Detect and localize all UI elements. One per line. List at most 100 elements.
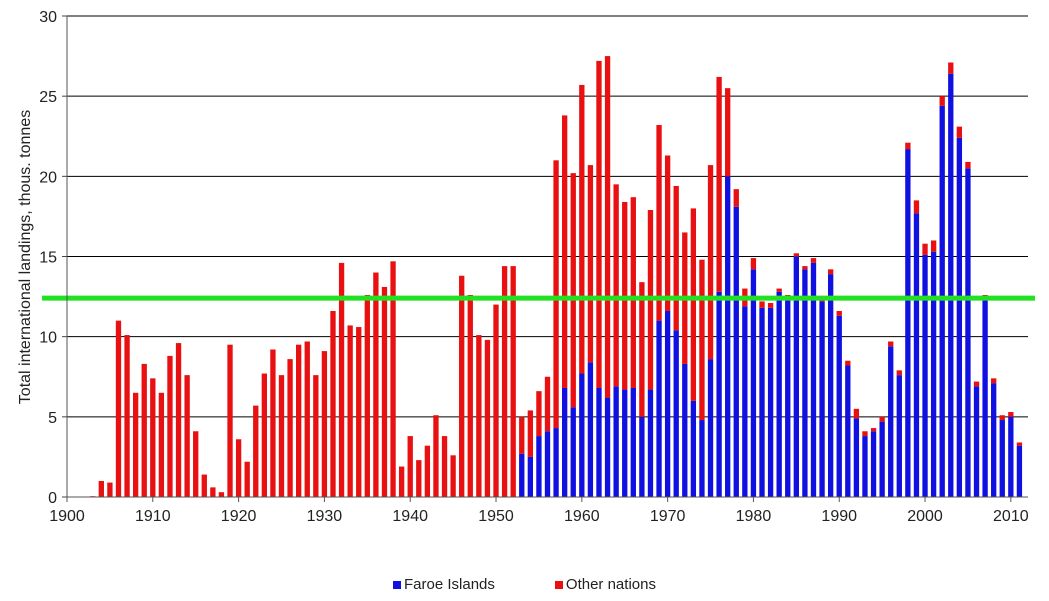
- bar-other-1939: [398, 466, 405, 497]
- bar-faroe-1976: [716, 291, 722, 497]
- bar-other-2000: [922, 243, 928, 255]
- x-tick-label-1970: 1970: [650, 508, 686, 525]
- bar-other-1989: [827, 269, 834, 275]
- bar-other-1924: [270, 349, 276, 497]
- bar-other-1980: [750, 258, 757, 270]
- bar-other-1927: [296, 344, 302, 497]
- bar-other-1963: [604, 56, 611, 398]
- bar-other-2002: [939, 96, 945, 106]
- bar-other-1928: [304, 341, 310, 497]
- bar-other-1943: [433, 415, 439, 497]
- bar-other-2004: [956, 126, 963, 138]
- bar-other-1986: [802, 266, 808, 270]
- bar-faroe-1995: [879, 421, 885, 497]
- bar-other-1962: [596, 60, 602, 388]
- legend: Faroe Islands Other nations: [0, 576, 1049, 593]
- bar-other-1995: [879, 416, 885, 422]
- bar-faroe-1980: [750, 269, 757, 497]
- bar-other-1969: [656, 125, 662, 321]
- bar-other-1929: [313, 375, 319, 497]
- bar-other-1957: [553, 160, 559, 429]
- bar-other-1938: [390, 261, 396, 497]
- y-tick-label-10: 10: [39, 330, 57, 347]
- bar-faroe-1981: [759, 307, 765, 497]
- bar-other-1975: [707, 165, 714, 360]
- bar-other-1944: [441, 436, 448, 497]
- bar-other-1919: [227, 344, 233, 497]
- x-tick-label-2010: 2010: [993, 508, 1029, 525]
- y-tick-label-0: 0: [48, 490, 57, 507]
- bar-other-1970: [664, 155, 671, 312]
- bar-other-1997: [896, 370, 902, 376]
- y-axis-label: Total international landings, thous. ton…: [17, 110, 34, 404]
- bar-faroe-2003: [948, 73, 954, 497]
- bar-other-1973: [690, 208, 697, 401]
- bar-other-1951: [501, 266, 508, 497]
- bar-faroe-1966: [630, 387, 636, 497]
- bar-faroe-1996: [888, 346, 894, 497]
- bar-faroe-1963: [604, 397, 611, 497]
- bar-other-1907: [124, 335, 130, 497]
- bar-other-1952: [510, 266, 516, 497]
- legend-item-other: Other nations: [554, 576, 656, 593]
- bar-faroe-1957: [553, 428, 559, 497]
- bars: [90, 56, 1023, 498]
- bar-faroe-1979: [742, 306, 748, 497]
- bar-faroe-1992: [853, 418, 860, 497]
- bar-other-1966: [630, 197, 636, 388]
- bar-other-1983: [776, 288, 782, 292]
- bar-faroe-1987: [810, 262, 817, 497]
- bar-faroe-1969: [656, 320, 662, 497]
- bar-other-1964: [613, 184, 619, 387]
- bar-faroe-1953: [519, 453, 525, 497]
- x-tick-label-1990: 1990: [821, 508, 857, 525]
- bar-faroe-1962: [596, 387, 602, 497]
- bar-faroe-2004: [956, 137, 963, 497]
- bar-other-1978: [733, 189, 739, 207]
- bar-other-1985: [793, 253, 799, 257]
- bar-faroe-1958: [562, 387, 568, 497]
- bar-other-1974: [699, 259, 705, 421]
- bar-faroe-1970: [664, 311, 671, 497]
- bar-faroe-1985: [793, 256, 799, 497]
- bar-other-1921: [244, 461, 250, 497]
- bar-other-1935: [364, 294, 370, 497]
- bar-other-1987: [810, 258, 817, 263]
- x-tick-label-1950: 1950: [478, 508, 514, 525]
- bar-other-1906: [115, 320, 122, 497]
- bar-faroe-1975: [707, 359, 714, 497]
- bar-other-1961: [587, 165, 594, 363]
- bar-other-1950: [493, 304, 499, 497]
- bar-other-2009: [999, 415, 1005, 421]
- bar-other-1993: [862, 431, 868, 437]
- bar-faroe-1994: [870, 431, 877, 497]
- y-tick-labels: 0 5 10 15 20 25 30: [39, 9, 57, 507]
- bar-faroe-1997: [896, 375, 902, 497]
- bar-faroe-1984: [785, 298, 791, 497]
- bar-faroe-1960: [579, 373, 585, 497]
- bar-other-1991: [845, 360, 851, 366]
- bar-other-1931: [330, 311, 336, 497]
- x-tick-label-1910: 1910: [135, 508, 171, 525]
- bar-faroe-1959: [570, 407, 576, 497]
- bar-other-1948: [476, 335, 482, 497]
- bar-faroe-1955: [536, 436, 542, 497]
- bar-other-1933: [347, 325, 353, 497]
- bar-other-1937: [381, 286, 388, 497]
- bar-other-1910: [150, 378, 156, 497]
- bar-other-1912: [167, 355, 173, 497]
- bar-faroe-1956: [544, 431, 551, 497]
- bar-faroe-2002: [939, 105, 945, 497]
- bar-faroe-1986: [802, 269, 808, 497]
- bar-faroe-1990: [836, 315, 842, 497]
- bar-other-1998: [905, 142, 911, 150]
- bar-faroe-2009: [999, 420, 1005, 497]
- bar-faroe-2010: [1008, 416, 1014, 497]
- bar-other-1955: [536, 391, 542, 437]
- bar-other-1930: [321, 351, 328, 497]
- y-tick-label-15: 15: [39, 250, 57, 267]
- bar-faroe-2005: [965, 168, 971, 498]
- bar-other-1958: [562, 115, 568, 388]
- x-tick-label-1930: 1930: [307, 508, 343, 525]
- bar-other-1960: [579, 84, 585, 374]
